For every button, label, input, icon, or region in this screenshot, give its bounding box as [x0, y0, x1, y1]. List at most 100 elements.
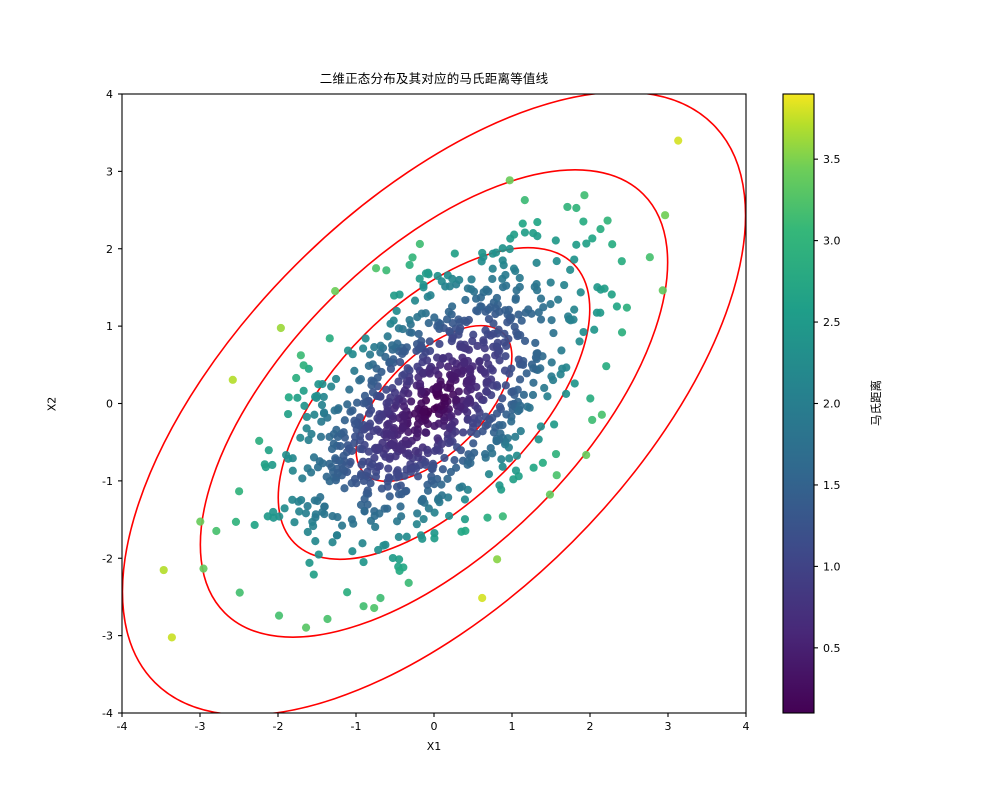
- scatter-point: [489, 319, 498, 328]
- scatter-point: [370, 343, 379, 352]
- scatter-point: [389, 316, 398, 325]
- scatter-point: [580, 191, 589, 200]
- scatter-point: [309, 521, 318, 531]
- scatter-point: [231, 517, 241, 526]
- scatter-point: [323, 614, 332, 624]
- scatter-point: [674, 136, 683, 145]
- scatter-point: [327, 463, 336, 472]
- scatter-point: [299, 361, 308, 370]
- scatter-point: [546, 300, 555, 309]
- scatter-point: [484, 470, 494, 479]
- scatter-point: [317, 417, 326, 426]
- scatter-point: [547, 358, 556, 367]
- scatter-point: [359, 557, 368, 567]
- scatter-point: [373, 373, 382, 382]
- scatter-point: [498, 421, 507, 430]
- scatter-point: [371, 522, 380, 532]
- scatter-point: [394, 469, 403, 479]
- scatter-point: [313, 496, 322, 506]
- scatter-point: [515, 282, 524, 292]
- scatter-point: [442, 315, 452, 324]
- scatter-point: [404, 578, 413, 587]
- scatter-point: [549, 328, 558, 338]
- scatter-point: [478, 248, 487, 258]
- scatter-point: [473, 404, 482, 413]
- scatter-point: [350, 474, 360, 484]
- scatter-point: [388, 414, 398, 423]
- scatter-point: [476, 293, 485, 302]
- scatter-point: [511, 293, 520, 303]
- svg-text:3: 3: [106, 165, 113, 178]
- scatter-point: [505, 244, 514, 254]
- scatter-point: [498, 256, 507, 265]
- scatter-point: [269, 513, 278, 522]
- scatter-point: [536, 294, 546, 303]
- scatter-point: [365, 419, 375, 428]
- scatter-point: [483, 513, 492, 522]
- scatter-point: [303, 502, 312, 511]
- scatter-point: [345, 385, 354, 394]
- scatter-point: [343, 400, 352, 409]
- scatter-point: [450, 249, 459, 258]
- scatter-point: [415, 239, 424, 249]
- scatter-point: [309, 453, 319, 462]
- scatter-point: [500, 366, 510, 375]
- scatter-point: [423, 486, 433, 495]
- scatter-point: [363, 500, 372, 509]
- scatter-point: [463, 397, 472, 406]
- scatter-point: [418, 368, 428, 377]
- scatter-point: [455, 318, 464, 327]
- scatter-point: [404, 389, 413, 398]
- scatter-point: [480, 367, 489, 377]
- contour-ellipse-level-4: [122, 94, 746, 713]
- scatter-point: [507, 417, 516, 426]
- scatter-point: [320, 502, 329, 511]
- svg-text:2: 2: [106, 243, 113, 256]
- scatter-point: [534, 435, 543, 444]
- scatter-point: [402, 486, 411, 496]
- scatter-point: [566, 265, 575, 274]
- scatter-point: [346, 457, 355, 467]
- scatter-point: [551, 449, 561, 459]
- scatter-point: [596, 224, 605, 234]
- scatter-point: [376, 593, 385, 603]
- scatter-point: [412, 520, 421, 529]
- scatter-point: [421, 348, 430, 357]
- svg-text:4: 4: [106, 88, 113, 101]
- scatter-point: [391, 452, 400, 461]
- scatter-point: [445, 423, 454, 432]
- svg-text:0: 0: [431, 720, 438, 733]
- scatter-point: [602, 362, 611, 371]
- scatter-point: [419, 407, 428, 416]
- scatter-point: [501, 270, 510, 280]
- scatter-point: [303, 527, 312, 537]
- scatter-point: [433, 434, 442, 443]
- scatter-point: [400, 411, 409, 420]
- scatter-point: [382, 266, 391, 275]
- scatter-point: [496, 429, 505, 438]
- scatter-point: [456, 402, 465, 411]
- scatter-point: [283, 409, 293, 419]
- scatter-point: [392, 306, 401, 316]
- scatter-point: [488, 449, 497, 458]
- scatter-point: [500, 329, 509, 338]
- scatter-point: [424, 318, 433, 328]
- scatter-point: [294, 497, 303, 506]
- scatter-point: [572, 203, 581, 213]
- scatter-point: [433, 322, 442, 331]
- scatter-point: [441, 393, 450, 402]
- scatter-point: [360, 507, 369, 516]
- scatter-point: [385, 492, 394, 501]
- scatter-point: [529, 463, 538, 472]
- scatter-point: [494, 325, 503, 334]
- scatter-point: [450, 372, 459, 381]
- scatter-point: [515, 273, 524, 283]
- scatter-point: [392, 482, 402, 491]
- scatter-point: [338, 464, 347, 474]
- scatter-point: [484, 287, 493, 296]
- scatter-point: [351, 420, 360, 429]
- scatter-point: [317, 400, 327, 410]
- scatter-point: [394, 490, 404, 499]
- scatter-point: [586, 394, 595, 403]
- scatter-point: [492, 409, 502, 418]
